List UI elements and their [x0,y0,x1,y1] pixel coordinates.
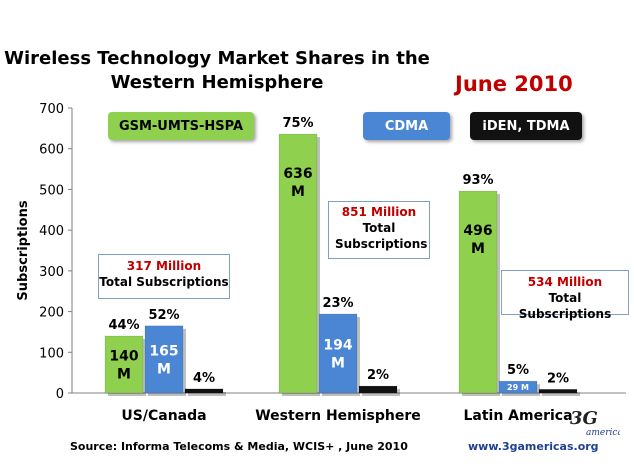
y-tick-label: 100 [39,346,64,361]
annotation-wh-highlight: 851 Million [341,205,417,219]
bar-value-label: 636 [283,166,312,182]
annotation-latin-america: 534 Million Total Subscriptions [501,270,629,321]
bar-shadow [188,391,226,396]
bar-percent-label: 23% [322,296,353,311]
bar-value-label: 29 M [507,383,529,392]
bar-value-label: 194 [323,338,352,354]
bar-cdma [144,325,184,394]
svg-text:americas: americas [586,428,620,438]
y-tick-label: 200 [39,306,64,321]
bar-iden [358,385,398,394]
bar-percent-label: 44% [108,318,139,333]
bar-value-label: 496 [463,223,492,239]
annotation-wh-rest: Total Subscriptions [335,221,428,251]
y-tick-label: 700 [39,102,64,117]
y-tick-label: 500 [39,183,64,198]
annotation-western-hemisphere: 851 Million Total Subscriptions [328,201,430,259]
svg-text:3G: 3G [570,408,598,429]
y-tick-label: 600 [39,143,64,158]
bar-percent-label: 2% [547,371,569,386]
website-link[interactable]: www.3gamericas.org [468,440,599,453]
bar-percent-label: 2% [367,368,389,383]
bar-value-unit: M [291,184,305,200]
bar-value-unit: M [471,241,485,257]
annotation-la-rest: Total Subscriptions [518,291,612,321]
legend-cdma: CDMA [363,112,450,140]
y-tick-label: 300 [39,265,64,280]
annotation-us-canada-highlight: 317 Million [126,259,202,273]
chart-title-line1: Wireless Technology Market Shares in the [4,48,430,69]
bar-iden [184,388,224,394]
bar-percent-label: 5% [507,363,529,378]
date-label: June 2010 [455,72,573,96]
x-category-label: Western Hemisphere [255,408,421,424]
bar-value-unit: M [331,356,345,372]
y-tick-label: 0 [56,387,64,402]
bar-cdma [498,380,538,394]
annotation-la-highlight: 534 Million [527,275,603,289]
bar-value-label: 165 [149,343,178,359]
legend-iden: iDEN, TDMA [470,112,582,140]
bar-value-unit: M [117,367,131,383]
y-axis-label: Subscriptions [16,200,31,300]
annotation-us-canada-rest: Total Subscriptions [99,275,229,289]
chart-title-line2: Western Hemisphere [110,72,324,93]
bar-percent-label: 52% [148,308,179,323]
annotation-us-canada: 317 Million Total Subscriptions [98,254,230,299]
bar-value-unit: M [157,361,171,377]
source-note: Source: Informa Telecoms & Media, WCIS+ … [70,440,408,453]
bar-gsm [104,335,144,394]
x-category-label: US/Canada [121,408,206,424]
bar-percent-label: 75% [282,116,313,131]
3g-americas-logo: 3G americas [570,408,620,438]
bar-percent-label: 93% [462,173,493,188]
bar-shadow [542,392,580,396]
bar-percent-label: 4% [193,371,215,386]
legend-gsm: GSM-UMTS-HSPA [108,112,254,140]
bar-value-label: 140 [109,349,138,365]
bar-iden [538,389,578,394]
bar-cdma [318,313,358,394]
x-category-label: Latin America [463,408,572,424]
bar-gsm [458,190,498,394]
bar-gsm [278,133,318,394]
y-tick-label: 400 [39,224,64,239]
